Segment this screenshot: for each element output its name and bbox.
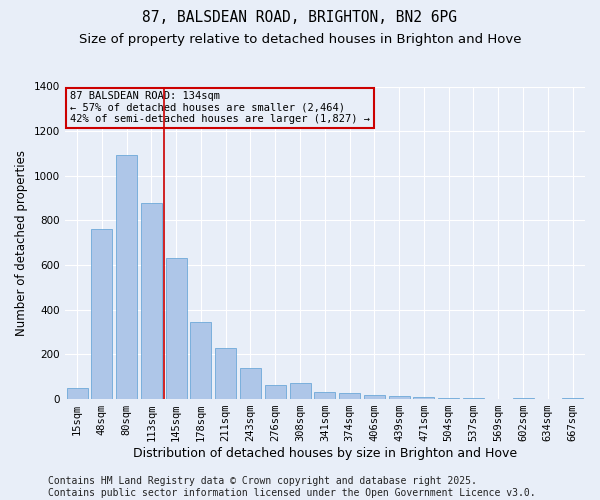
Bar bbox=[413, 398, 434, 399]
Bar bbox=[166, 258, 187, 399]
X-axis label: Distribution of detached houses by size in Brighton and Hove: Distribution of detached houses by size … bbox=[133, 447, 517, 460]
Y-axis label: Number of detached properties: Number of detached properties bbox=[15, 150, 28, 336]
Text: 87 BALSDEAN ROAD: 134sqm
← 57% of detached houses are smaller (2,464)
42% of sem: 87 BALSDEAN ROAD: 134sqm ← 57% of detach… bbox=[70, 91, 370, 124]
Bar bbox=[562, 398, 583, 399]
Bar bbox=[438, 398, 459, 399]
Bar bbox=[290, 384, 311, 399]
Bar bbox=[512, 398, 533, 399]
Bar bbox=[67, 388, 88, 399]
Bar bbox=[314, 392, 335, 399]
Bar bbox=[339, 393, 360, 399]
Bar bbox=[116, 154, 137, 399]
Bar bbox=[91, 230, 112, 399]
Text: Contains HM Land Registry data © Crown copyright and database right 2025.
Contai: Contains HM Land Registry data © Crown c… bbox=[48, 476, 536, 498]
Bar bbox=[364, 395, 385, 399]
Bar bbox=[265, 384, 286, 399]
Bar bbox=[389, 396, 410, 399]
Text: Size of property relative to detached houses in Brighton and Hove: Size of property relative to detached ho… bbox=[79, 32, 521, 46]
Bar bbox=[190, 322, 211, 399]
Text: 87, BALSDEAN ROAD, BRIGHTON, BN2 6PG: 87, BALSDEAN ROAD, BRIGHTON, BN2 6PG bbox=[143, 10, 458, 25]
Bar bbox=[463, 398, 484, 399]
Bar bbox=[240, 368, 261, 399]
Bar bbox=[141, 202, 162, 399]
Bar bbox=[215, 348, 236, 399]
